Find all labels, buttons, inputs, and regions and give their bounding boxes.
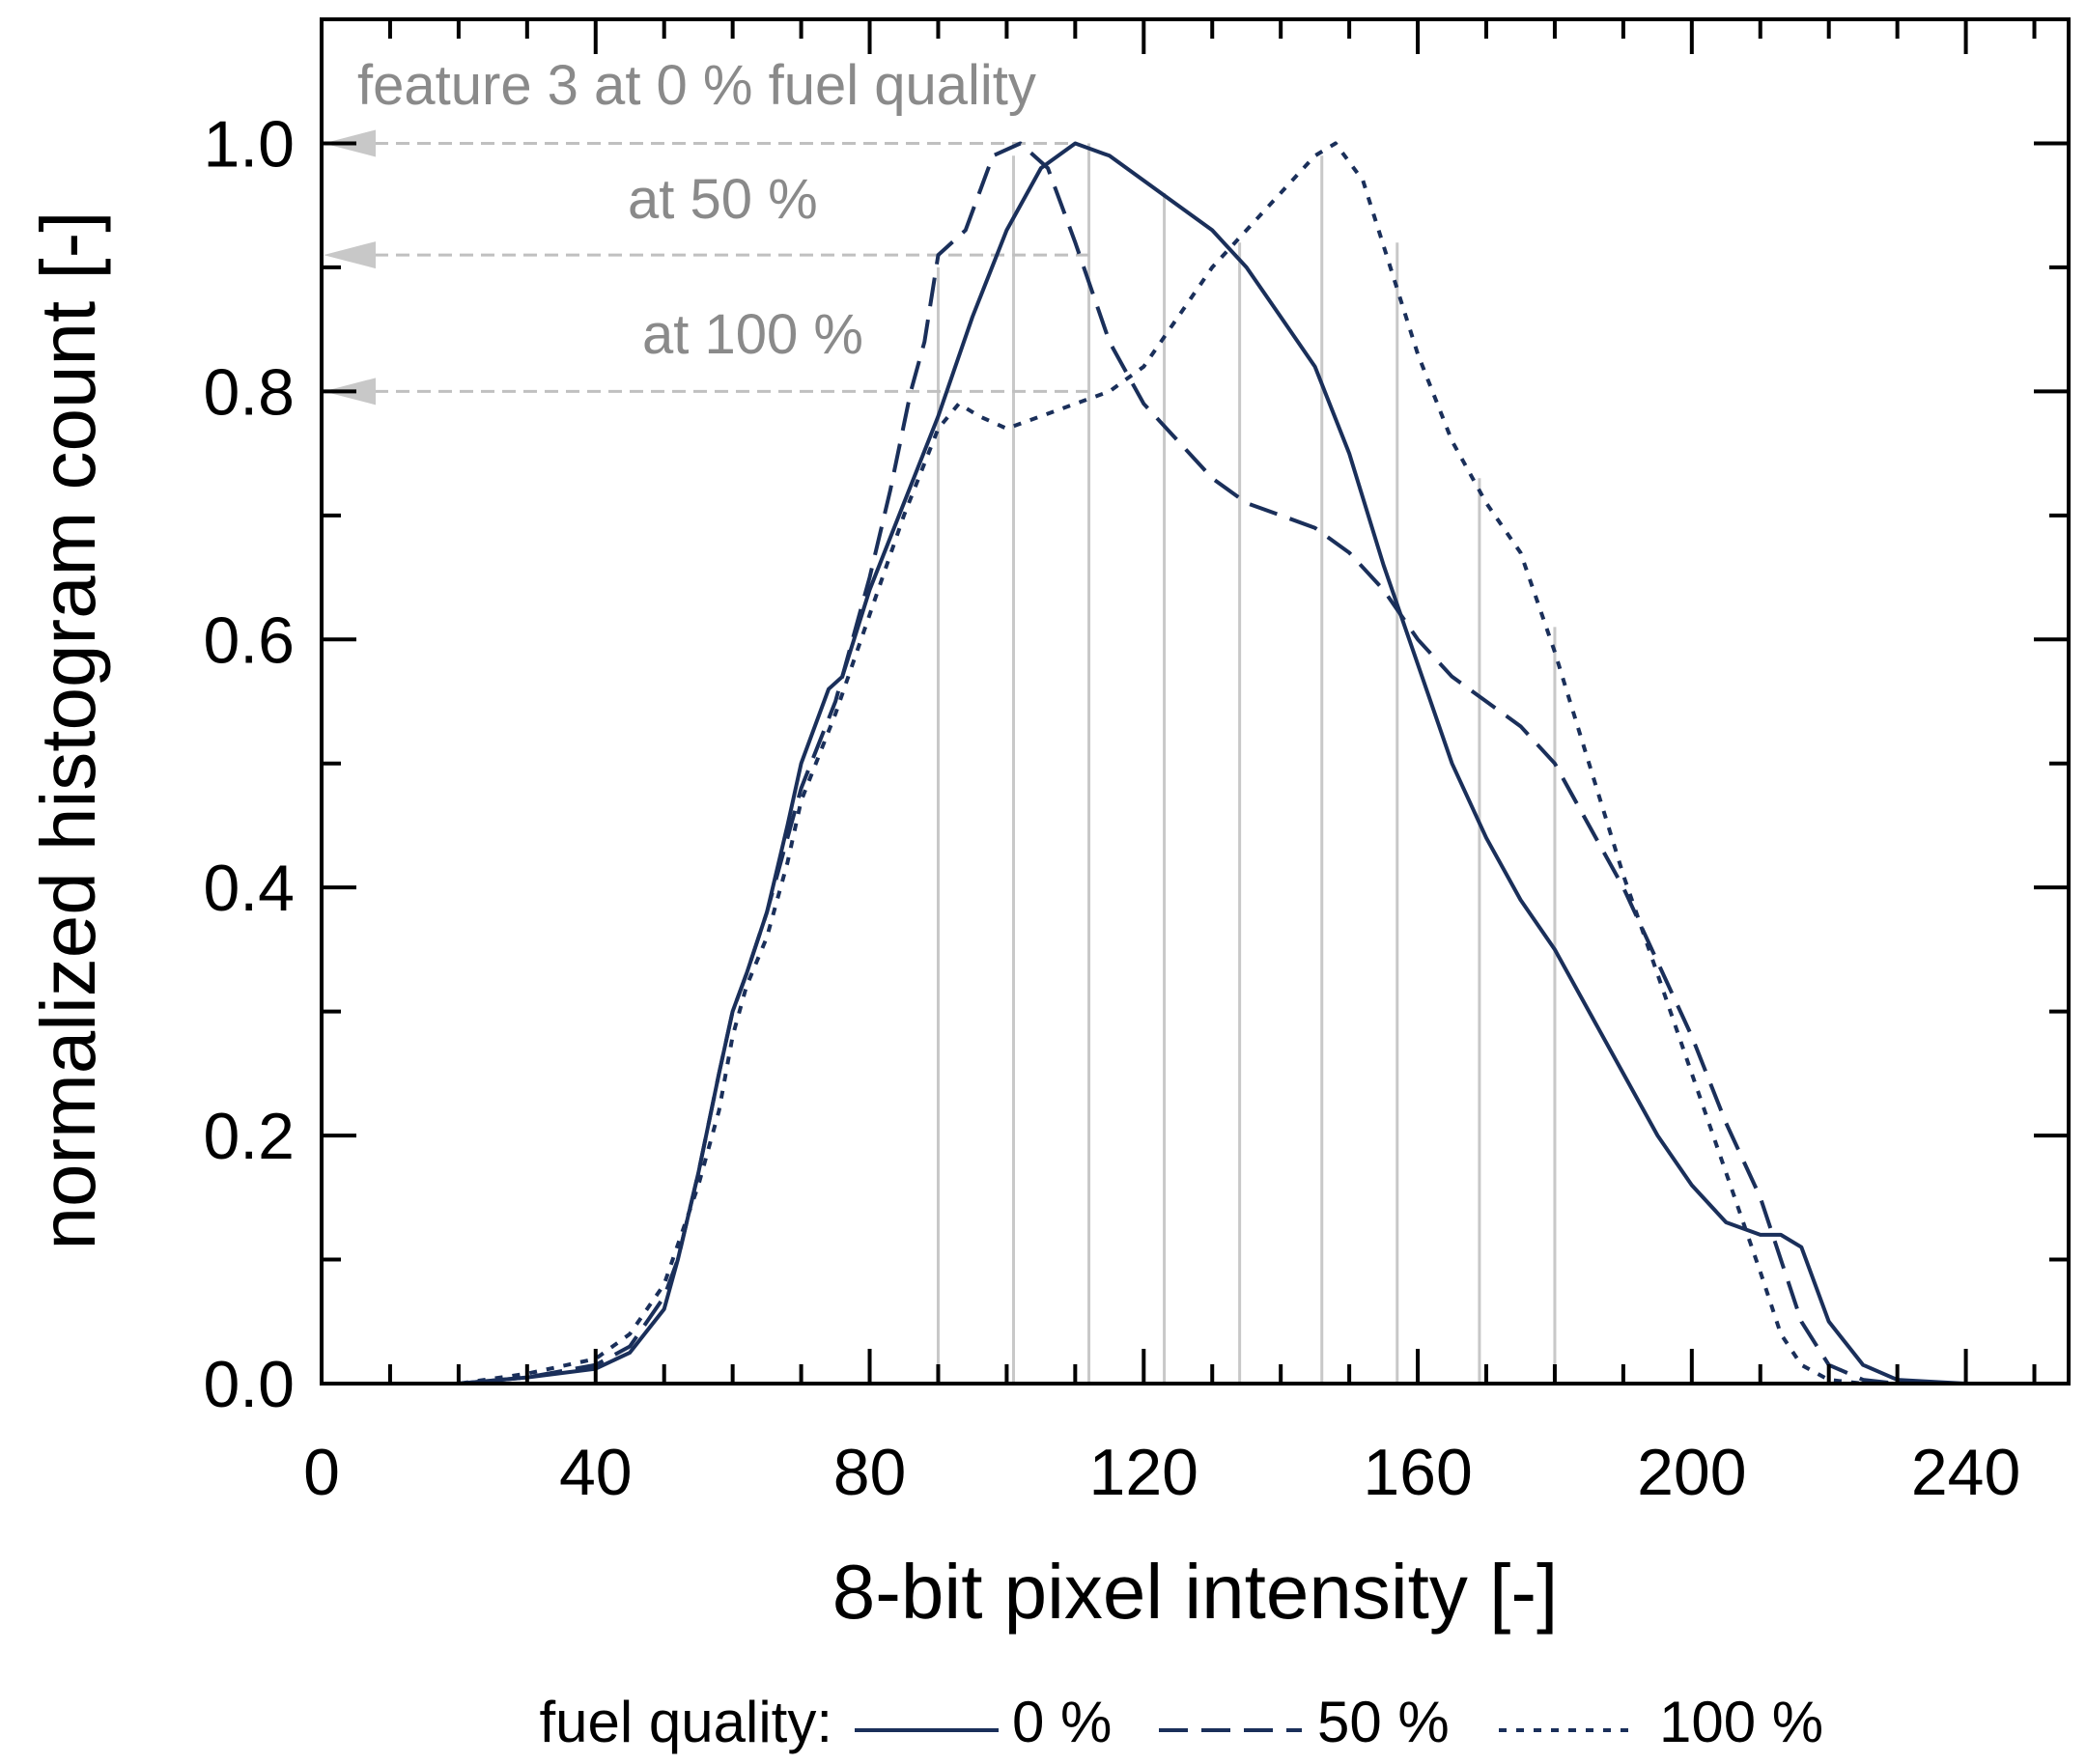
annotation-arrowhead-1	[324, 241, 376, 269]
y-tick-label-4: 0.8	[203, 355, 295, 429]
legend-title: fuel quality:	[539, 1690, 832, 1754]
x-tick-label-1: 40	[559, 1436, 633, 1509]
x-tick-label-6: 240	[1911, 1436, 2020, 1509]
series-line-0	[322, 141, 2069, 1386]
vertical-markers	[936, 143, 1557, 1384]
series-line-2	[322, 141, 2069, 1386]
series-line-1	[322, 141, 2069, 1386]
x-tick-label-4: 160	[1363, 1436, 1472, 1509]
legend: fuel quality: 0 % 50 % 100 %	[539, 1690, 1823, 1754]
y-tick-label-0: 0.0	[203, 1348, 295, 1421]
axis-ticks	[322, 19, 2069, 1384]
legend-label-2: 100 %	[1659, 1690, 1823, 1754]
annotation-label-0: feature 3 at 0 % fuel quality	[357, 54, 1036, 117]
legend-label-1: 50 %	[1317, 1690, 1450, 1754]
y-tick-label-2: 0.4	[203, 852, 295, 925]
annotation-label-2: at 100 %	[642, 303, 863, 366]
annotation-label-1: at 50 %	[628, 168, 818, 231]
x-tick-label-2: 80	[833, 1436, 907, 1509]
x-tick-label-3: 120	[1089, 1436, 1198, 1509]
x-tick-label-5: 200	[1637, 1436, 1746, 1509]
x-tick-label-0: 0	[303, 1436, 340, 1509]
y-tick-label-5: 1.0	[203, 107, 295, 181]
y-tick-label-1: 0.2	[203, 1100, 295, 1173]
plot-frame	[320, 17, 2071, 1386]
annotation-labels: feature 3 at 0 % fuel quality at 50 % at 1…	[357, 54, 1036, 366]
x-axis-title: 8-bit pixel intensity [-]	[832, 1549, 1558, 1635]
y-tick-label-3: 0.6	[203, 603, 295, 677]
y-axis-title: normalized histogram count [-]	[25, 210, 111, 1249]
axis-tick-labels: 0 40 80 120 160 200 240 0.0 0.2 0.4 0.6 0.8 1.0	[203, 107, 2020, 1509]
series-lines	[322, 141, 2069, 1386]
legend-label-0: 0 %	[1012, 1690, 1112, 1754]
